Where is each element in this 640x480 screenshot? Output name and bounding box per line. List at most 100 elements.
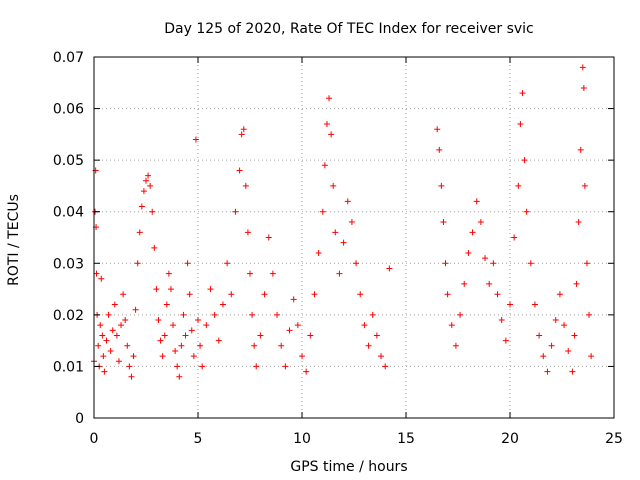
data-point — [122, 317, 129, 324]
data-point — [575, 219, 582, 226]
data-point — [130, 353, 137, 360]
data-point — [240, 126, 247, 133]
data-point — [118, 322, 125, 329]
y-tick-label: 0.05 — [53, 153, 84, 169]
x-tick-label: 0 — [90, 431, 99, 447]
x-axis-label: GPS time / hours — [290, 459, 407, 475]
data-point — [269, 270, 276, 277]
data-point — [115, 358, 122, 365]
data-point — [373, 332, 380, 339]
data-point — [588, 353, 595, 360]
chart-title: Day 125 of 2020, Rate Of TEC Index for r… — [164, 21, 534, 37]
data-point — [98, 275, 105, 282]
data-point — [586, 311, 593, 318]
data-point — [190, 353, 197, 360]
data-point — [511, 234, 518, 241]
data-point — [163, 301, 170, 308]
data-point — [186, 291, 193, 298]
data-point — [251, 342, 258, 349]
data-point — [176, 373, 183, 380]
y-tick-label: 0.02 — [53, 308, 84, 324]
data-point — [274, 311, 281, 318]
data-point — [249, 311, 256, 318]
data-point — [332, 229, 339, 236]
data-point — [465, 249, 472, 256]
data-point — [461, 280, 468, 287]
data-point — [521, 157, 528, 164]
x-tick-label: 25 — [605, 431, 623, 447]
data-point — [111, 301, 118, 308]
data-point — [498, 317, 505, 324]
data-point — [155, 317, 162, 324]
data-point — [569, 368, 576, 375]
data-point — [571, 332, 578, 339]
data-point — [299, 353, 305, 360]
data-point — [159, 353, 166, 360]
data-point — [565, 347, 572, 354]
data-point — [244, 229, 251, 236]
data-point — [579, 64, 586, 71]
data-point — [128, 373, 135, 380]
data-points — [91, 64, 595, 380]
data-point — [140, 188, 147, 195]
data-point — [307, 332, 314, 339]
y-tick-label: 0 — [75, 411, 84, 427]
data-point — [265, 234, 272, 241]
data-point — [502, 337, 509, 344]
data-point — [315, 249, 322, 256]
data-point — [199, 363, 206, 370]
data-point — [336, 270, 343, 277]
data-point — [482, 255, 489, 262]
data-point — [457, 311, 464, 318]
data-point — [517, 121, 524, 128]
data-point — [197, 342, 204, 349]
data-point — [361, 322, 368, 329]
data-point — [134, 260, 141, 267]
data-point — [253, 363, 260, 370]
data-point — [103, 337, 110, 344]
data-point — [486, 280, 493, 287]
data-point — [507, 301, 513, 308]
grid — [94, 57, 614, 418]
data-point — [170, 322, 177, 329]
data-point — [167, 286, 174, 293]
y-tick-label: 0.03 — [53, 256, 84, 272]
data-point — [321, 162, 328, 169]
data-point — [95, 342, 102, 349]
data-point — [192, 136, 199, 143]
data-point — [378, 353, 385, 360]
data-point — [442, 260, 449, 267]
data-point — [573, 280, 580, 287]
y-tick-label: 0.06 — [53, 102, 84, 118]
y-tick-label: 0.07 — [53, 50, 84, 66]
data-point — [286, 327, 293, 334]
data-point — [195, 317, 201, 324]
data-point — [494, 291, 501, 298]
data-point — [247, 270, 253, 277]
data-point — [583, 260, 590, 267]
data-point — [490, 260, 497, 267]
data-point — [303, 368, 310, 375]
data-point — [126, 363, 133, 370]
data-point — [319, 208, 326, 215]
data-point — [161, 332, 168, 339]
data-point — [109, 327, 116, 334]
data-point — [145, 172, 152, 179]
data-point — [369, 311, 376, 318]
data-point — [531, 301, 538, 308]
data-point — [174, 363, 181, 370]
data-point — [344, 198, 351, 205]
data-point — [577, 146, 584, 153]
data-point — [438, 182, 445, 189]
data-point — [278, 342, 285, 349]
data-point — [138, 203, 145, 210]
data-point — [434, 126, 441, 133]
data-point — [290, 296, 297, 303]
data-point — [523, 208, 530, 215]
data-point — [153, 286, 160, 293]
data-point — [203, 322, 210, 329]
data-point — [136, 229, 143, 236]
data-point — [477, 219, 484, 226]
data-point — [99, 332, 106, 339]
data-point — [151, 244, 158, 251]
